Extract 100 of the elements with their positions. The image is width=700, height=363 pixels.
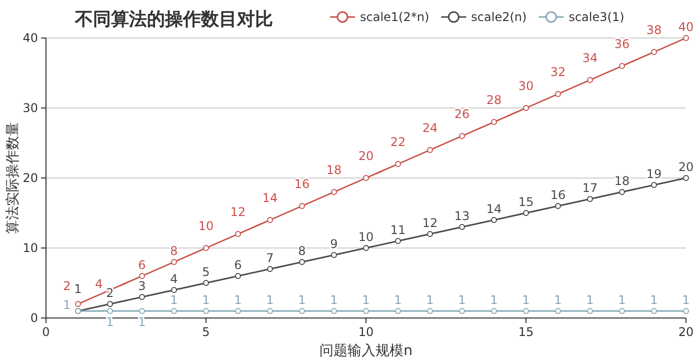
point	[267, 308, 273, 314]
legend-label: scale2(n)	[471, 10, 527, 24]
data-label: 20	[678, 160, 694, 174]
data-label: 12	[230, 205, 246, 219]
point	[491, 217, 497, 223]
data-label: 6	[138, 258, 146, 272]
point	[619, 308, 625, 314]
point	[107, 301, 113, 307]
y-tick-label: 30	[22, 101, 38, 115]
point	[459, 224, 465, 230]
point	[395, 308, 401, 314]
data-label: 18	[614, 174, 630, 188]
point	[683, 308, 689, 314]
data-label: 1	[298, 293, 306, 307]
point	[171, 308, 177, 314]
point	[523, 210, 529, 216]
point	[171, 287, 177, 293]
point	[395, 238, 401, 244]
point	[107, 308, 113, 314]
point	[683, 175, 689, 181]
data-label: 20	[358, 149, 374, 163]
data-label: 22	[390, 135, 406, 149]
point	[555, 308, 561, 314]
data-label: 1	[202, 293, 210, 307]
point	[203, 280, 209, 286]
data-label: 1	[266, 293, 274, 307]
data-label: 18	[326, 163, 342, 177]
data-label: 28	[486, 93, 502, 107]
data-label: 36	[614, 37, 630, 51]
data-label: 10	[358, 230, 374, 244]
y-axis-title: 算法实际操作数量	[5, 122, 21, 234]
data-label: 1	[618, 293, 626, 307]
data-label: 5	[202, 265, 210, 279]
x-tick-label: 0	[42, 325, 50, 339]
point	[75, 301, 81, 307]
data-label: 14	[262, 191, 278, 205]
point	[587, 77, 593, 83]
data-label: 38	[646, 23, 662, 37]
data-label: 32	[550, 65, 566, 79]
point	[299, 259, 305, 265]
point	[651, 308, 657, 314]
point	[203, 308, 209, 314]
data-label: 9	[330, 237, 338, 251]
point	[427, 147, 433, 153]
point	[235, 308, 241, 314]
point	[331, 189, 337, 195]
data-label: 14	[486, 202, 502, 216]
data-label: 2	[63, 279, 71, 293]
legend-label: scale1(2*n)	[360, 10, 430, 24]
x-axis-title: 问题输入规模n	[320, 343, 412, 359]
x-tick-label: 15	[518, 325, 534, 339]
data-label: 1	[234, 293, 242, 307]
point	[427, 308, 433, 314]
data-label: 1	[394, 293, 402, 307]
point	[171, 259, 177, 265]
y-tick-label: 40	[22, 31, 38, 45]
data-label: 8	[170, 244, 178, 258]
point	[363, 308, 369, 314]
point	[427, 231, 433, 237]
point	[555, 203, 561, 209]
point	[235, 273, 241, 279]
point	[651, 49, 657, 55]
x-tick-label: 10	[358, 325, 374, 339]
data-label: 12	[422, 216, 438, 230]
data-label: 11	[390, 223, 406, 237]
data-label: 10	[198, 219, 214, 233]
data-label: 1	[650, 293, 658, 307]
y-tick-label: 0	[30, 311, 38, 325]
data-label: 3	[138, 279, 146, 293]
data-label: 1	[63, 298, 71, 312]
data-label: 15	[518, 195, 534, 209]
data-label: 13	[454, 209, 470, 223]
point	[331, 308, 337, 314]
data-label: 34	[582, 51, 598, 65]
data-label: 1	[426, 293, 434, 307]
point	[459, 133, 465, 139]
data-label: 24	[422, 121, 438, 135]
point	[587, 196, 593, 202]
data-label: 1	[138, 315, 146, 329]
point	[619, 63, 625, 69]
point	[491, 119, 497, 125]
data-label: 1	[586, 293, 594, 307]
data-label: 1	[682, 293, 690, 307]
data-label: 6	[234, 258, 242, 272]
data-label: 19	[646, 167, 662, 181]
data-label: 1	[106, 315, 114, 329]
point	[139, 308, 145, 314]
data-label: 40	[678, 20, 694, 34]
point	[267, 266, 273, 272]
point	[331, 252, 337, 258]
point	[203, 245, 209, 251]
data-label: 1	[458, 293, 466, 307]
point	[299, 308, 305, 314]
point	[299, 203, 305, 209]
x-tick-label: 5	[202, 325, 210, 339]
point	[651, 182, 657, 188]
data-label: 7	[266, 251, 274, 265]
point	[459, 308, 465, 314]
data-label: 1	[170, 293, 178, 307]
data-label: 16	[294, 177, 310, 191]
